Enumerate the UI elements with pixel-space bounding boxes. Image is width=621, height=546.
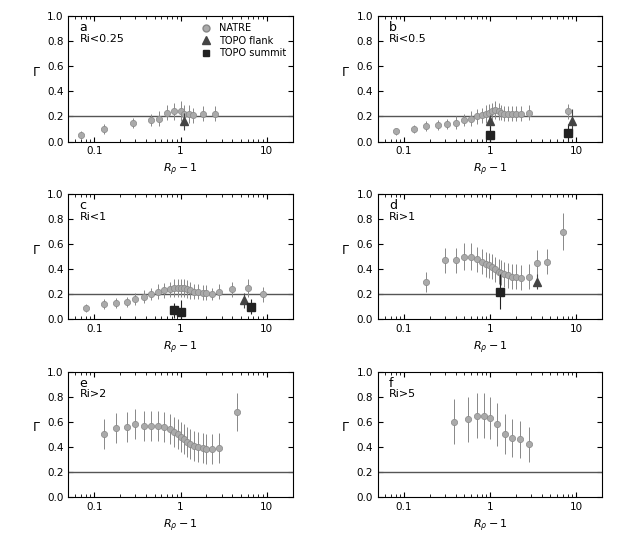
Text: c: c: [79, 199, 86, 212]
X-axis label: $R_\rho - 1$: $R_\rho - 1$: [163, 517, 198, 533]
Y-axis label: Γ: Γ: [342, 422, 349, 434]
Y-axis label: Γ: Γ: [342, 66, 349, 79]
Text: Ri>2: Ri>2: [79, 389, 107, 399]
Y-axis label: Γ: Γ: [32, 422, 39, 434]
Y-axis label: Γ: Γ: [32, 66, 39, 79]
X-axis label: $R_\rho - 1$: $R_\rho - 1$: [473, 162, 507, 179]
Text: e: e: [79, 377, 88, 390]
Text: Ri<0.5: Ri<0.5: [389, 34, 427, 44]
Y-axis label: Γ: Γ: [32, 244, 39, 257]
Text: d: d: [389, 199, 397, 212]
Text: b: b: [389, 21, 397, 34]
Legend: NATRE, TOPO flank, TOPO summit: NATRE, TOPO flank, TOPO summit: [194, 21, 288, 60]
X-axis label: $R_\rho - 1$: $R_\rho - 1$: [473, 340, 507, 356]
Text: Ri>5: Ri>5: [389, 389, 416, 399]
Text: Ri>1: Ri>1: [389, 211, 416, 222]
Text: a: a: [79, 21, 88, 34]
X-axis label: $R_\rho - 1$: $R_\rho - 1$: [163, 340, 198, 356]
X-axis label: $R_\rho - 1$: $R_\rho - 1$: [473, 517, 507, 533]
Y-axis label: Γ: Γ: [342, 244, 349, 257]
Text: f: f: [389, 377, 394, 390]
Text: Ri<0.25: Ri<0.25: [79, 34, 124, 44]
Text: Ri<1: Ri<1: [79, 211, 107, 222]
X-axis label: $R_\rho - 1$: $R_\rho - 1$: [163, 162, 198, 179]
